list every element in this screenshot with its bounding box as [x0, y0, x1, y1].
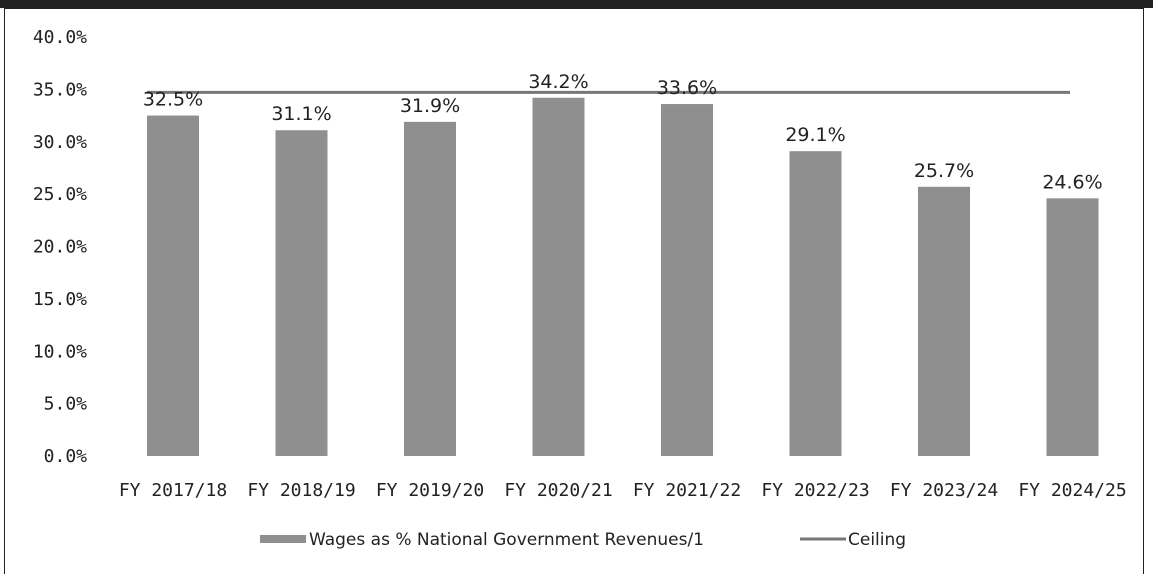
data-label: 29.1%	[785, 124, 845, 146]
data-label: 32.5%	[143, 89, 203, 111]
y-tick-label: 10.0%	[33, 341, 87, 362]
y-tick-label: 0.0%	[44, 446, 88, 467]
top-border	[0, 0, 1153, 8]
data-label: 34.2%	[528, 71, 588, 93]
legend-bar-label: Wages as % National Government Revenues/…	[309, 530, 704, 550]
legend: Wages as % National Government Revenues/…	[260, 530, 906, 550]
bar	[918, 186, 970, 457]
x-tick-label: FY 2019/20	[376, 480, 484, 501]
legend-bar-swatch	[260, 535, 306, 543]
x-tick-label: FY 2024/25	[1018, 480, 1126, 501]
y-tick-label: 30.0%	[33, 132, 87, 153]
y-tick-label: 20.0%	[33, 237, 87, 258]
bars	[147, 97, 1099, 457]
data-label: 31.1%	[271, 103, 331, 125]
y-tick-label: 35.0%	[33, 79, 87, 100]
y-tick-label: 5.0%	[44, 394, 88, 415]
x-tick-label: FY 2020/21	[504, 480, 612, 501]
bar	[275, 130, 328, 457]
y-axis: 0.0% 5.0% 10.0% 15.0% 20.0% 25.0% 30.0% 35.0% 40…	[33, 27, 87, 467]
bar	[661, 104, 713, 456]
x-tick-label: FY 2021/22	[633, 480, 741, 501]
y-tick-label: 25.0%	[33, 184, 87, 205]
bar	[404, 121, 456, 456]
data-label: 33.6%	[657, 77, 717, 99]
bar	[1046, 198, 1099, 456]
data-labels: 32.5% 31.1% 31.9% 34.2% 33.6% 29.1% 25.7% 24.6%	[143, 71, 1103, 194]
x-tick-label: FY 2017/18	[119, 480, 227, 501]
chart-frame	[4, 8, 1144, 574]
y-tick-label: 15.0%	[33, 289, 87, 310]
x-tick-label: FY 2022/23	[761, 480, 869, 501]
x-axis: FY 2017/18 FY 2018/19 FY 2019/20 FY 2020/21…	[119, 480, 1127, 501]
x-tick-label: FY 2018/19	[247, 480, 355, 501]
data-label: 25.7%	[914, 160, 974, 182]
x-tick-label: FY 2023/24	[890, 480, 998, 501]
bar	[532, 97, 585, 456]
data-label: 31.9%	[400, 95, 460, 117]
legend-line-label: Ceiling	[848, 530, 906, 550]
y-tick-label: 40.0%	[33, 27, 87, 48]
bar	[789, 151, 842, 457]
data-label: 24.6%	[1042, 171, 1102, 193]
bar	[147, 115, 199, 456]
